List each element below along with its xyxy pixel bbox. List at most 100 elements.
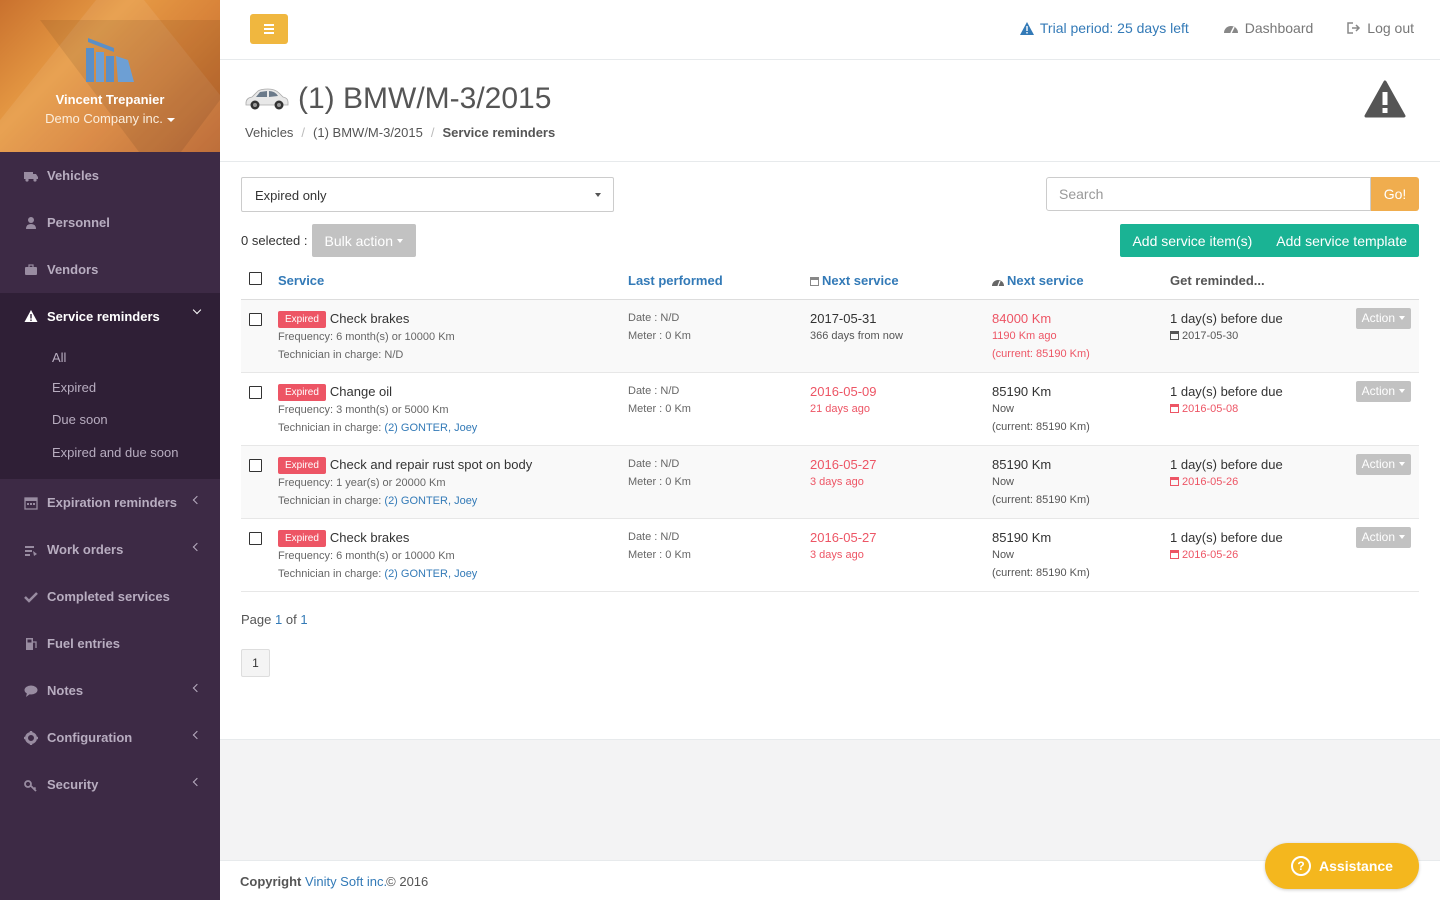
next-meter-relative: Now (992, 475, 1015, 488)
technician-value[interactable]: (2) GONTER, Joey (384, 568, 478, 581)
sidebar-item-fuel-entries[interactable]: Fuel entries (0, 620, 220, 667)
last-performed-cell: Date : N/D Meter : 0 Km (628, 518, 810, 592)
logout-link[interactable]: Log out (1347, 20, 1414, 36)
page-total: 1 (300, 612, 308, 627)
sidebar-item-notes[interactable]: Notes (0, 667, 220, 714)
page-header: (1) BMW/M-3/2015 Vehicles / (1) BMW/M-3/… (220, 60, 1440, 162)
chevron-left-icon (192, 730, 202, 740)
current-meter: (current: 85190 Km) (992, 567, 1090, 579)
col-next-service-meter-label: Next service (1007, 272, 1084, 288)
page-info: Page 1 of 1 (241, 612, 308, 627)
add-service-item-button[interactable]: Add service item(s) (1120, 224, 1264, 257)
frequency-value: 6 month(s) or 10000 Km (336, 330, 455, 343)
breadcrumb: Vehicles / (1) BMW/M-3/2015 / Service re… (245, 125, 556, 140)
copyright-year: © 2016 (386, 874, 429, 889)
submenu-item-expired-and-due-soon[interactable]: Expired and due soon (52, 444, 179, 460)
sidebar-item-completed-services[interactable]: Completed services (0, 573, 220, 620)
calendar-icon (24, 496, 38, 510)
row-checkbox[interactable] (249, 531, 262, 545)
row-checkbox[interactable] (249, 458, 262, 472)
col-next-service-meter[interactable]: Next service (992, 262, 1170, 300)
submenu-item-expired[interactable]: Expired (52, 379, 97, 395)
sidebar-item-security[interactable]: Security (0, 761, 220, 808)
assistance-button[interactable]: ? Assistance (1265, 843, 1419, 889)
row-action-button[interactable]: Action (1355, 526, 1411, 548)
col-last-performed[interactable]: Last performed (628, 262, 810, 300)
page-title: (1) BMW/M-3/2015 (244, 82, 551, 116)
sidebar-item-vehicles[interactable]: Vehicles (0, 152, 220, 199)
menu-toggle-button[interactable] (250, 14, 288, 44)
filter-select[interactable]: Expired only (241, 177, 614, 212)
chevron-left-icon (192, 495, 202, 505)
last-performed-cell: Date : N/D Meter : 0 Km (628, 445, 810, 519)
breadcrumb-vehicle[interactable]: (1) BMW/M-3/2015 (313, 125, 423, 140)
col-get-reminded: Get reminded... (1170, 262, 1349, 300)
last-performed-cell: Date : N/D Meter : 0 Km (628, 372, 810, 446)
gear-icon (24, 730, 38, 745)
chevron-left-icon (192, 542, 202, 552)
reminder-cell: 1 day(s) before due 2016-05-26 (1170, 518, 1349, 592)
col-actions (1349, 262, 1419, 300)
company-dropdown[interactable]: Demo Company inc. (0, 111, 220, 126)
chevron-left-icon (192, 777, 202, 787)
next-date-relative: 3 days ago (810, 475, 864, 488)
sidebar-item-vendors[interactable]: Vendors (0, 246, 220, 293)
caret-down-icon (595, 193, 601, 197)
warning-icon (24, 310, 38, 322)
page-1-button[interactable]: 1 (241, 649, 270, 677)
row-action-button[interactable]: Action (1355, 307, 1411, 329)
warning-icon (1364, 80, 1406, 118)
table-row: Expired Check and repair rust spot on bod… (241, 445, 1419, 519)
calendar-icon (1170, 476, 1179, 486)
row-checkbox[interactable] (249, 385, 262, 399)
caret-down-icon (1399, 316, 1405, 320)
sidebar-item-label: Vendors (47, 262, 99, 277)
submenu-item-all[interactable]: All (52, 350, 67, 365)
technician-label: Technician in charge: (278, 422, 382, 435)
search-go-button[interactable]: Go! (1371, 177, 1419, 211)
next-date-relative: 366 days from now (810, 329, 903, 342)
technician-value[interactable]: (2) GONTER, Joey (384, 495, 478, 508)
fuel-icon (26, 637, 37, 650)
current-meter: (current: 85190 Km) (992, 494, 1090, 506)
col-service[interactable]: Service (278, 262, 628, 300)
row-action-button[interactable]: Action (1355, 380, 1411, 402)
breadcrumb-vehicles[interactable]: Vehicles (245, 125, 294, 140)
bulk-action-button[interactable]: Bulk action (311, 224, 416, 257)
add-service-template-button[interactable]: Add service template (1264, 224, 1419, 257)
search-input[interactable] (1046, 177, 1371, 211)
technician-label: Technician in charge: (278, 568, 382, 581)
service-name: Check brakes (329, 310, 410, 326)
service-name: Check brakes (329, 529, 410, 545)
last-date: Date : N/D (628, 530, 680, 543)
technician-value[interactable]: (2) GONTER, Joey (384, 422, 478, 435)
main-content: Expired only Go! 0 selected : Bulk actio… (220, 162, 1440, 740)
sidebar-item-expiration-reminders[interactable]: Expiration reminders (0, 479, 220, 526)
select-all-checkbox[interactable] (249, 272, 262, 286)
col-next-service-date-label: Next service (822, 272, 899, 288)
sidebar-item-label: Notes (47, 683, 84, 698)
action-cell: Action (1349, 372, 1419, 446)
calendar-icon (1170, 549, 1179, 559)
company-link[interactable]: Vinity Soft inc. (305, 874, 388, 889)
current-meter: (current: 85190 Km) (992, 421, 1090, 433)
sidebar-item-personnel[interactable]: Personnel (0, 199, 220, 246)
sidebar-item-configuration[interactable]: Configuration (0, 714, 220, 761)
status-badge: Expired (278, 456, 326, 474)
sidebar-item-service-reminders[interactable]: Service reminders (0, 293, 220, 339)
sidebar-item-label: Completed services (47, 589, 170, 604)
trial-period-link[interactable]: Trial period: 25 days left (1019, 20, 1189, 36)
sidebar-item-label: Personnel (47, 215, 110, 230)
dashboard-link[interactable]: Dashboard (1223, 20, 1313, 36)
row-action-button[interactable]: Action (1355, 453, 1411, 475)
sidebar-item-work-orders[interactable]: Work orders (0, 526, 220, 573)
caret-down-icon (1399, 462, 1405, 466)
status-badge: Expired (278, 529, 326, 547)
row-checkbox[interactable] (249, 312, 262, 326)
submenu-item-due-soon[interactable]: Due soon (52, 412, 108, 427)
bulk-action-label: Bulk action (324, 232, 393, 249)
col-next-service-date[interactable]: Next service (810, 262, 992, 300)
last-meter: Meter : 0 Km (628, 475, 691, 488)
topbar: Trial period: 25 days left Dashboard Log… (220, 0, 1440, 60)
next-meter-relative: 1190 Km ago (992, 329, 1057, 342)
